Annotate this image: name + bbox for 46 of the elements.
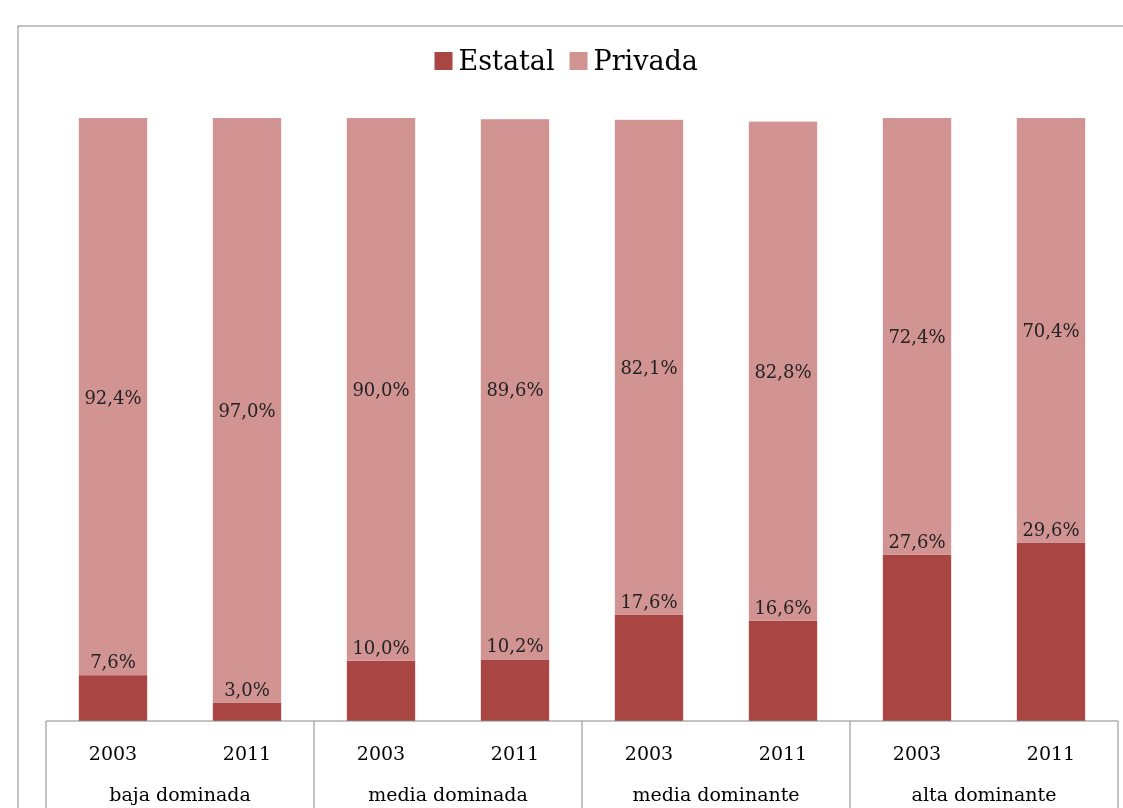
x-tick-label: 2011: [490, 742, 540, 764]
data-label: 3,0%: [224, 678, 270, 700]
bar: [614, 119, 684, 615]
bar: [1016, 118, 1086, 543]
data-label: 17,6%: [620, 590, 678, 612]
data-label: 92,4%: [84, 386, 142, 408]
bar: [748, 620, 818, 721]
data-label: 90,0%: [352, 379, 410, 401]
data-label: 10,2%: [486, 635, 544, 657]
bar: [1016, 542, 1086, 721]
data-label: 72,4%: [888, 326, 946, 348]
bar: [614, 614, 684, 721]
bar: [882, 118, 952, 555]
x-tick-label: 2003: [88, 742, 138, 764]
bar: [748, 121, 818, 621]
bar: [78, 118, 148, 676]
x-tick-label: 2011: [222, 742, 272, 764]
bar: [212, 118, 282, 703]
bar: [480, 119, 550, 660]
bar: [346, 660, 416, 721]
bar: [212, 702, 282, 721]
text: baja dominada: [109, 783, 251, 805]
x-tick-label: 2011: [1026, 742, 1076, 764]
data-label: 27,6%: [888, 530, 946, 552]
legend-label: Estatal: [458, 45, 555, 76]
text: media dominada: [368, 783, 528, 805]
text: alta dominante: [911, 783, 1057, 805]
data-label: 89,6%: [486, 379, 544, 401]
data-label: 10,0%: [352, 636, 410, 658]
x-tick-label: 2003: [624, 742, 674, 764]
data-label: 7,6%: [90, 651, 136, 673]
data-label: 82,8%: [754, 361, 812, 383]
data-label: 16,6%: [754, 596, 812, 618]
bar: [480, 659, 550, 721]
text: media dominante: [632, 783, 800, 805]
bar: [346, 118, 416, 661]
data-label: 29,6%: [1022, 518, 1080, 540]
data-label: 97,0%: [218, 400, 276, 422]
x-tick-label: 2003: [892, 742, 942, 764]
x-tick-label: 2003: [356, 742, 406, 764]
data-label: 70,4%: [1022, 320, 1080, 342]
legend-label: Privada: [593, 45, 698, 76]
bar: [882, 554, 952, 721]
data-label: 82,1%: [620, 357, 678, 379]
x-tick-label: 2011: [758, 742, 808, 764]
bar: [78, 675, 148, 721]
